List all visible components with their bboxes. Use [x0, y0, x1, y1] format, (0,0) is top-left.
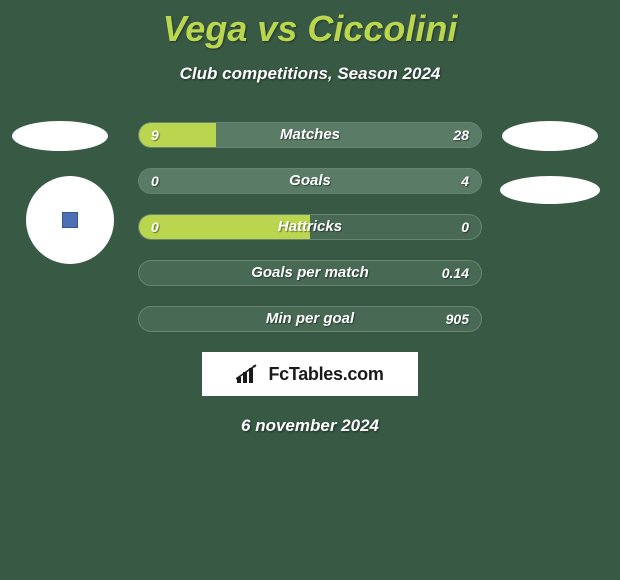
player-left-badge	[26, 176, 114, 264]
stat-label: Hattricks	[139, 215, 481, 239]
stat-row: 0Goals4	[138, 168, 482, 194]
player-left-token	[12, 121, 108, 151]
badge-icon	[62, 212, 78, 228]
stat-value-right: 0.14	[442, 261, 469, 285]
stat-value-right: 28	[453, 123, 469, 147]
stats-container: 9Matches280Goals40Hattricks0Goals per ma…	[138, 122, 482, 332]
stat-label: Matches	[139, 123, 481, 147]
stat-row: Min per goal905	[138, 306, 482, 332]
logo-text: FcTables.com	[268, 364, 383, 385]
fctables-logo[interactable]: FcTables.com	[202, 352, 418, 396]
stat-row: 0Hattricks0	[138, 214, 482, 240]
date-label: 6 november 2024	[0, 416, 620, 436]
page-subtitle: Club competitions, Season 2024	[0, 64, 620, 84]
player-right-token-2	[500, 176, 600, 204]
stat-value-right: 905	[446, 307, 469, 331]
stat-value-right: 0	[461, 215, 469, 239]
stat-label: Goals per match	[139, 261, 481, 285]
stat-label: Min per goal	[139, 307, 481, 331]
stat-row: 9Matches28	[138, 122, 482, 148]
stat-row: Goals per match0.14	[138, 260, 482, 286]
bars-icon	[236, 364, 262, 384]
stat-value-right: 4	[461, 169, 469, 193]
stat-label: Goals	[139, 169, 481, 193]
player-right-token	[502, 121, 598, 151]
page-title: Vega vs Ciccolini	[0, 0, 620, 50]
